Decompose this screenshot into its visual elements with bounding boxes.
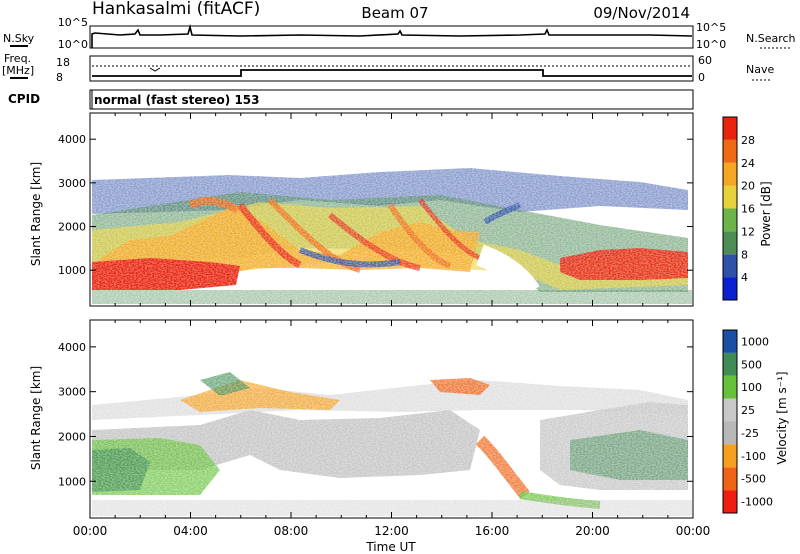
beam-title: Beam 07	[361, 4, 428, 22]
power-colorbar: 4 8 12 16 20 24 28	[722, 116, 755, 301]
power-colorbar-label: Power [dB]	[759, 181, 773, 246]
power-data-layer	[90, 113, 693, 306]
colorbar-tick-label: -1000	[741, 496, 773, 509]
colorbar-swatch	[723, 277, 737, 300]
colorbar-swatch	[723, 444, 737, 468]
velocity-xticks: 00:00 04:00 08:00 12:00 16:00 20:00 00:00	[73, 320, 711, 538]
ytick-label: 4000	[58, 341, 86, 354]
colorbar-swatch	[723, 330, 737, 353]
cpid-mode: normal (fast stereo) 153	[94, 93, 260, 107]
ytick-label: 2000	[58, 430, 86, 443]
freq-label-line2: [MHz]	[2, 64, 34, 77]
colorbar-swatch	[723, 139, 737, 163]
station-title: Hankasalmi (fitACF)	[92, 0, 260, 19]
xtick-label: 00:00	[73, 524, 108, 538]
freq-label-line1: Freq.	[4, 52, 31, 65]
colorbar-tick-label: 25	[741, 404, 755, 417]
cpid-panel	[89, 89, 694, 110]
noise-sky-label: N.Sky	[3, 32, 35, 45]
freq-tick-bottom: 8	[56, 71, 63, 84]
nave-label: Nave	[746, 63, 774, 76]
colorbar-tick-label: 1000	[741, 335, 769, 348]
freq-tick-top: 18	[56, 56, 70, 69]
noise-left-tick-top: 10^5	[58, 16, 88, 29]
colorbar-swatch	[723, 185, 737, 209]
xtick-label: 12:00	[374, 524, 409, 538]
colorbar-swatch	[723, 208, 737, 232]
power-speckle-mask	[90, 113, 693, 306]
colorbar-tick-label: -500	[741, 473, 766, 486]
frequency-panel: Freq. [MHz] 18 8 60 0 Nave	[2, 52, 774, 84]
colorbar-tick-label: -25	[741, 427, 759, 440]
velocity-colorbar: 1000 500 100 25 -25 -100 -500 -1000	[722, 329, 773, 514]
noise-search-label: N.Search	[746, 32, 796, 45]
noise-left-tick-bottom: 10^0	[58, 38, 88, 51]
velocity-xlabel: Time UT	[365, 540, 416, 554]
nave-tick-bottom: 0	[698, 71, 705, 84]
colorbar-swatch	[723, 375, 737, 399]
power-xticks	[89, 113, 694, 306]
noise-sky-trace	[91, 23, 693, 48]
colorbar-tick-label: 500	[741, 358, 762, 371]
ytick-label: 2000	[58, 221, 86, 234]
noise-panel: N.Sky 10^5 10^0 10^5 10^0 N.Search	[3, 16, 796, 51]
colorbar-tick-label: 28	[741, 134, 755, 147]
nave-tick-top: 60	[698, 54, 712, 67]
power-panel: 1000 2000 3000 4000 Slant Range [km]	[29, 112, 694, 307]
velocity-data-layer	[90, 320, 693, 518]
colorbar-swatch	[723, 162, 737, 186]
noise-right-tick-top: 10^5	[696, 21, 726, 34]
xtick-label: 00:00	[676, 524, 711, 538]
colorbar-swatch	[723, 421, 737, 445]
velocity-yaxis: 1000 2000 3000 4000	[58, 341, 693, 488]
colorbar-tick-label: 8	[741, 248, 748, 261]
colorbar-tick-label: 20	[741, 180, 755, 193]
colorbar-swatch	[723, 231, 737, 255]
power-yaxis: 1000 2000 3000 4000	[58, 133, 693, 277]
velocity-speckle-mask	[90, 320, 693, 518]
nave-blip	[149, 67, 161, 72]
colorbar-swatch	[723, 352, 737, 376]
freq-trace	[92, 69, 692, 77]
colorbar-tick-label: 16	[741, 203, 755, 216]
colorbar-tick-label: 24	[741, 157, 755, 170]
date-title: 09/Nov/2014	[593, 4, 690, 22]
colorbar-swatch	[723, 398, 737, 422]
velocity-panel: 1000 2000 3000 4000 00:00 04:00 08:00 12:00 16:…	[29, 319, 711, 554]
ytick-label: 1000	[58, 264, 86, 277]
power-ylabel: Slant Range [km]	[29, 162, 43, 266]
xtick-label: 20:00	[575, 524, 610, 538]
colorbar-swatch	[723, 254, 737, 278]
xtick-label: 16:00	[475, 524, 510, 538]
noise-right-tick-bottom: 10^0	[696, 38, 726, 51]
colorbar-tick-label: 4	[741, 271, 748, 284]
xtick-label: 04:00	[173, 524, 208, 538]
xtick-label: 08:00	[274, 524, 309, 538]
colorbar-swatch	[723, 117, 737, 140]
velocity-ylabel: Slant Range [km]	[29, 366, 43, 470]
colorbar-swatch	[723, 490, 737, 513]
ytick-label: 3000	[58, 177, 86, 190]
colorbar-tick-label: 100	[741, 381, 762, 394]
cpid-label: CPID	[8, 92, 40, 106]
colorbar-tick-label: 12	[741, 225, 755, 238]
ytick-label: 4000	[58, 133, 86, 146]
ytick-label: 3000	[58, 386, 86, 399]
velocity-colorbar-label: Velocity [m s⁻¹]	[775, 371, 789, 464]
ytick-label: 1000	[58, 475, 86, 488]
colorbar-tick-label: -100	[741, 450, 766, 463]
colorbar-swatch	[723, 467, 737, 491]
